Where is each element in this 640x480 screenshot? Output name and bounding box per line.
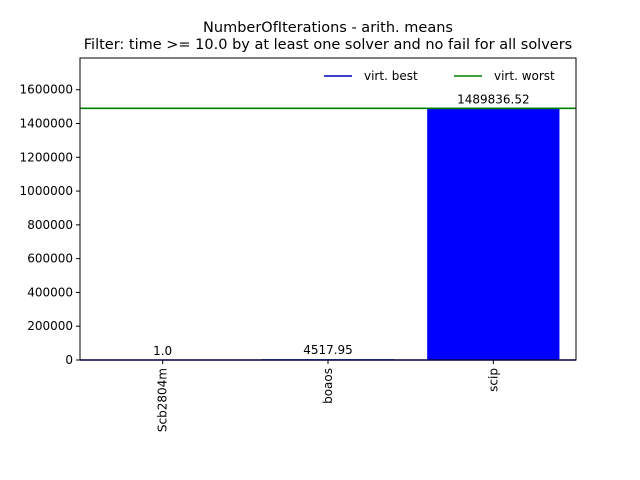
y-tick-label: 1400000 — [20, 117, 73, 131]
chart-subtitle: Filter: time >= 10.0 by at least one sol… — [84, 37, 572, 53]
legend-label-virt-worst: virt. worst — [494, 69, 555, 83]
y-tick-label: 1200000 — [20, 150, 73, 164]
data-label-scip: 1489836.52 — [457, 92, 530, 106]
y-tick-label: 1600000 — [20, 83, 73, 97]
y-tick-label: 800000 — [27, 218, 73, 232]
x-tick-label-scip: scip — [486, 368, 500, 392]
data-label-boaos: 4517.95 — [303, 343, 353, 357]
y-tick-label: 200000 — [27, 319, 73, 333]
y-tick-label: 600000 — [27, 252, 73, 266]
bar-scip — [427, 108, 560, 360]
y-tick-label: 1000000 — [20, 184, 73, 198]
legend-label-virt-best: virt. best — [364, 69, 418, 83]
chart-title: NumberOfIterations - arith. means — [203, 20, 453, 36]
legend: virt. best virt. worst — [324, 69, 555, 83]
x-tick-label-scb2804m: Scb2804m — [156, 368, 170, 432]
y-tick-label: 0 — [65, 353, 73, 367]
x-tick-label-boaos: boaos — [321, 368, 335, 404]
plot-area: 1.0 4517.95 1489836.52 0 200000 400000 600000 8… — [20, 57, 577, 432]
y-tick-label: 400000 — [27, 285, 73, 299]
data-label-scb2804m: 1.0 — [153, 344, 172, 358]
